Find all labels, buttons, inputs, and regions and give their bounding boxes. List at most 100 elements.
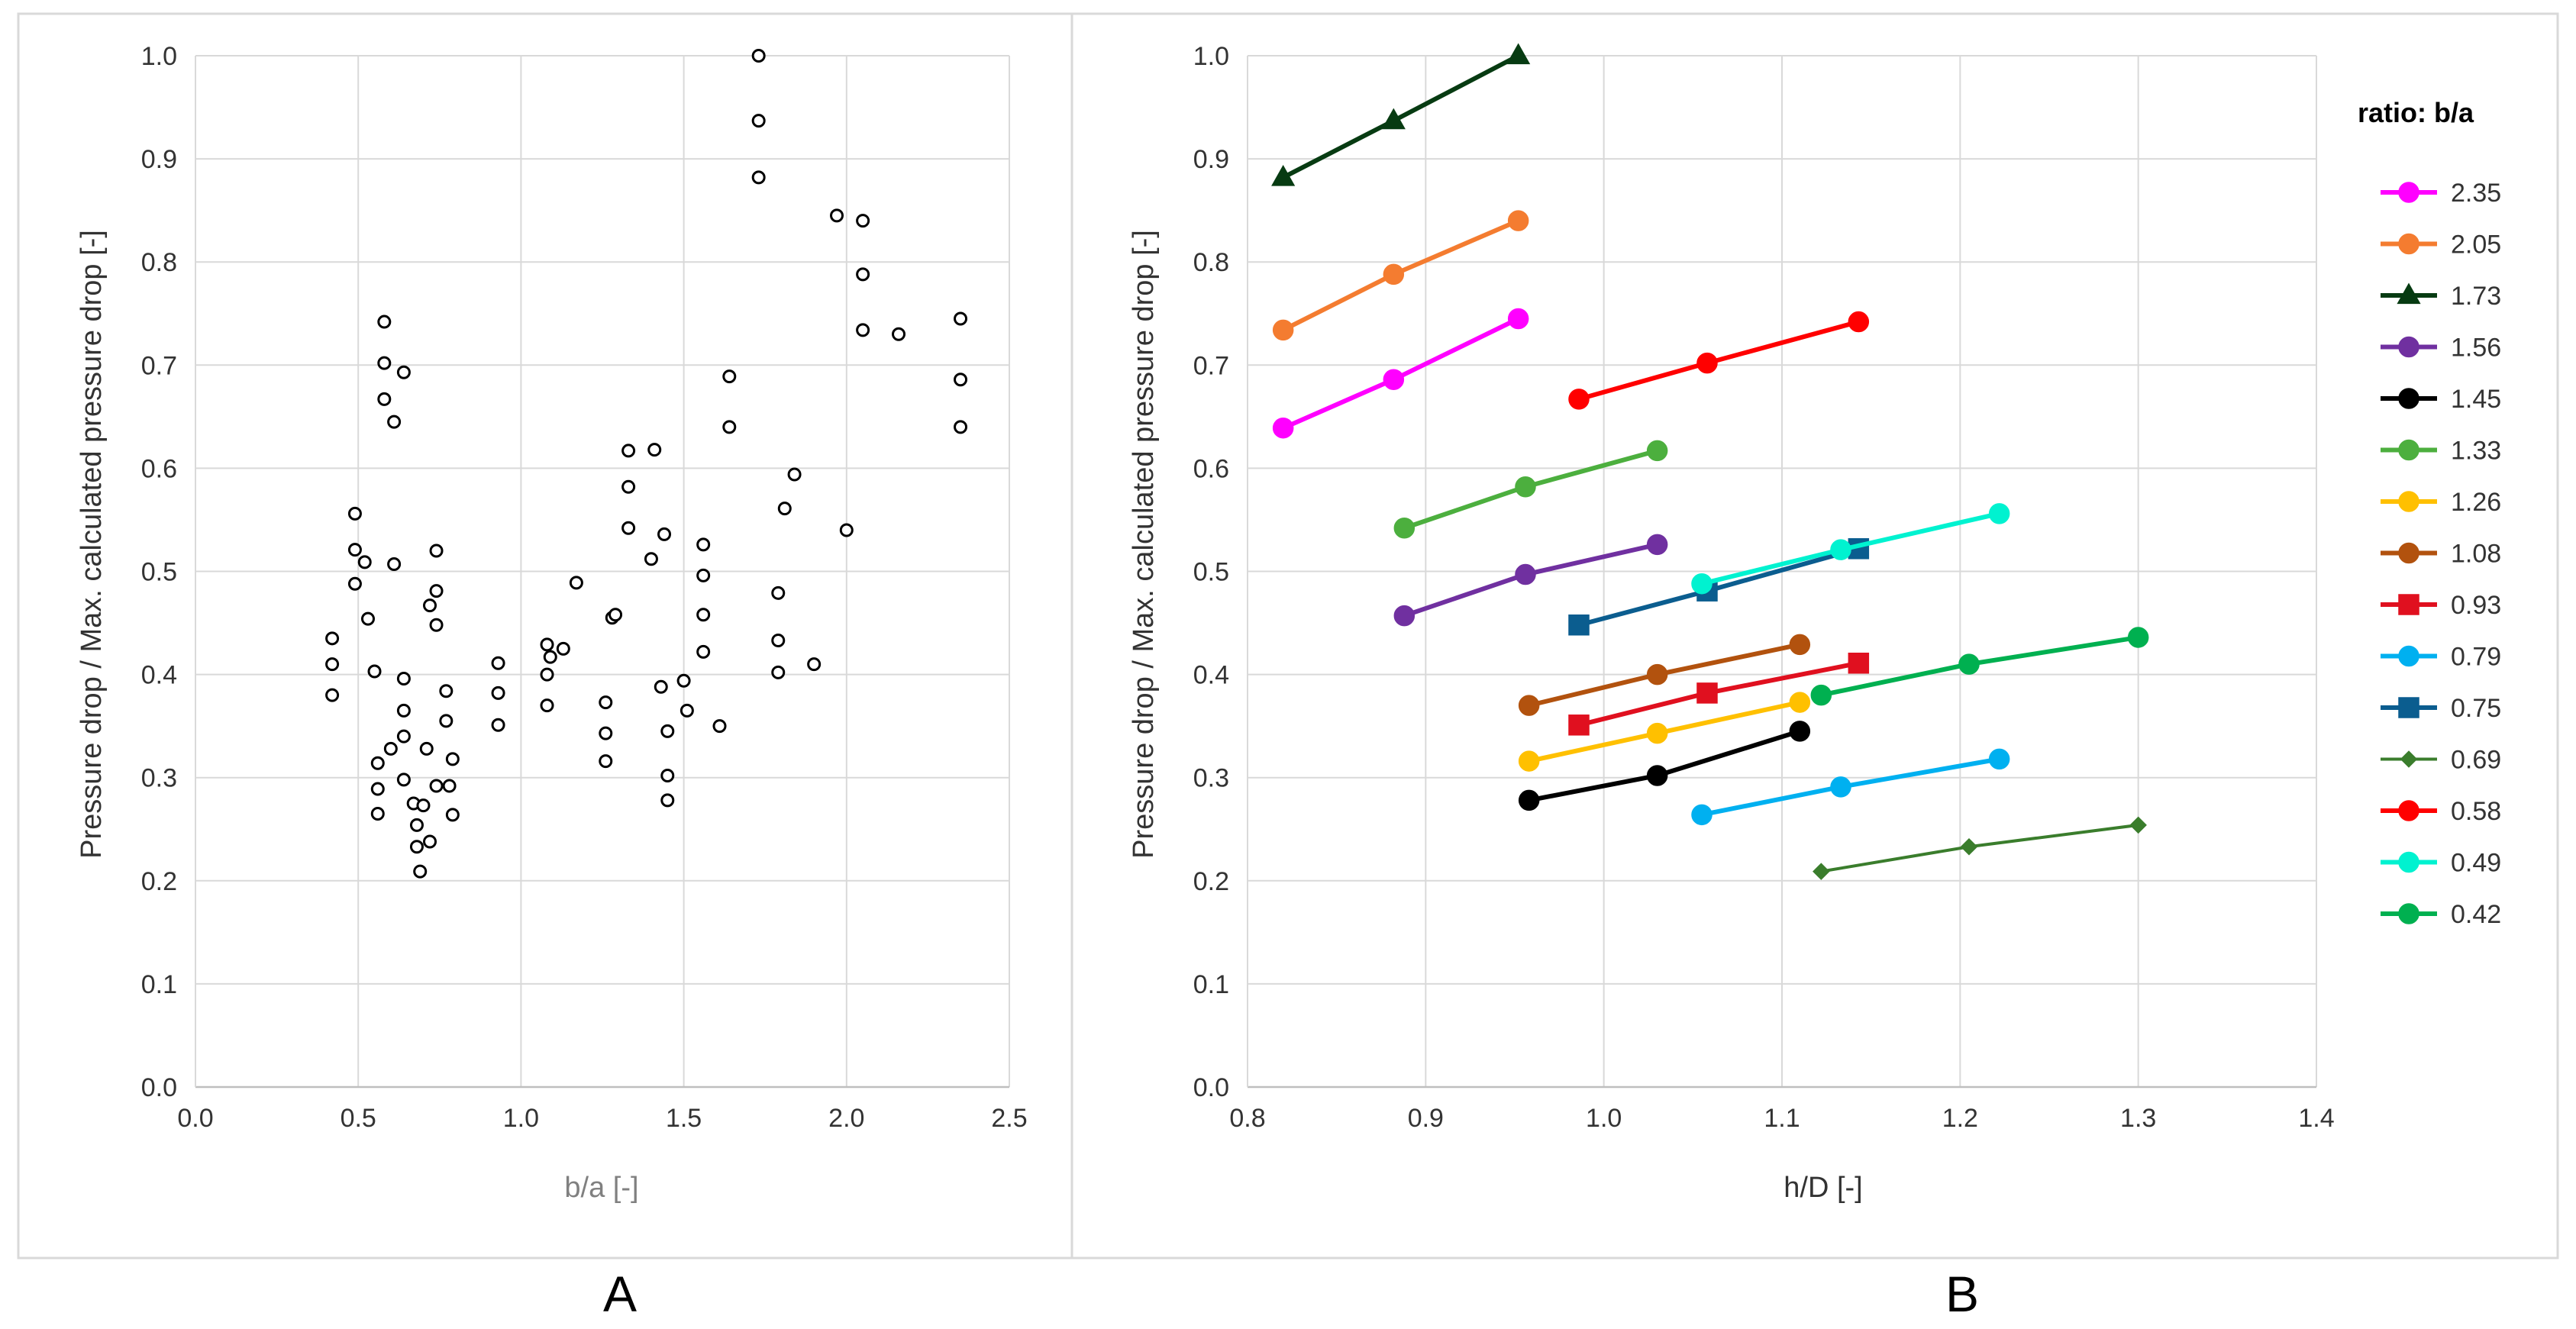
chart-b-legend-title: ratio: b/a: [2358, 97, 2474, 128]
chart-a-data-point: [599, 754, 613, 769]
chart-b-series-0.93: [1568, 652, 1870, 736]
chart-b-data-point: [1515, 476, 1536, 498]
chart-b-data-point: [1789, 721, 1811, 742]
chart-a-data-point: [367, 664, 382, 679]
chart-a-data-point: [569, 576, 583, 590]
chart-b-data-point: [1960, 837, 1978, 856]
chart-a-data-point: [439, 684, 454, 698]
chart-b-y-tick-label: 0.0: [1193, 1073, 1229, 1102]
chart-b-series-0.69: [1813, 816, 2147, 880]
chart-a-data-point: [654, 679, 668, 694]
legend-item: 0.69: [2381, 746, 2501, 775]
chart-a-data-point: [621, 479, 636, 494]
chart-b-data-point: [1272, 417, 1294, 439]
chart-b-y-tick-label: 0.9: [1193, 145, 1229, 174]
chart-b-data-point: [1696, 352, 1718, 374]
chart-a-data-point: [787, 467, 802, 482]
chart-a-data-point: [892, 327, 906, 341]
chart-b-x-tick-label: 1.4: [2298, 1104, 2334, 1133]
legend-item: 0.58: [2381, 797, 2501, 826]
chart-a-data-point: [676, 673, 691, 688]
chart-a-tick-labels: 0.0 0.1 0.2 0.3 0.4 0.5 0.6 0.7 0.8 0.9 1.0 0.0 0.5 1…: [141, 42, 1028, 1133]
chart-a-data-point: [429, 544, 444, 558]
legend-item: 2.35: [2381, 179, 2501, 208]
chart-a-data-point: [325, 631, 340, 646]
chart-b-data-point: [2127, 627, 2149, 648]
chart-b-x-tick-label: 1.0: [1586, 1104, 1622, 1133]
chart-b-series: [1271, 43, 2149, 880]
legend-swatch-marker: [2398, 903, 2419, 924]
chart-a-data-point: [442, 779, 457, 793]
legend-swatch-marker: [2398, 182, 2419, 203]
chart-b-series-1.56: [1393, 534, 1668, 627]
chart-b-data-point: [1691, 573, 1712, 595]
chart-b-series-1.08: [1518, 634, 1811, 716]
chart-b-series-line: [1821, 823, 2139, 873]
legend-label: 0.58: [2451, 797, 2501, 826]
chart-a-data-point: [830, 208, 844, 223]
chart-a-data-point: [370, 806, 385, 821]
chart-b-data-point: [1518, 750, 1540, 772]
legend-item: 0.75: [2381, 694, 2501, 723]
legend-item: 1.26: [2381, 488, 2501, 517]
chart-b-data-point: [1789, 634, 1811, 656]
chart-b-data-point: [1646, 663, 1668, 685]
legend-swatch-marker: [2398, 800, 2419, 821]
chart-b-x-tick-label: 1.3: [2120, 1104, 2156, 1133]
legend-swatch-marker: [2398, 388, 2419, 409]
legend-label: 0.93: [2451, 591, 2501, 620]
chart-a-data-point: [751, 114, 766, 128]
chart-a-data-point: [712, 719, 727, 734]
chart-b-data-point: [1506, 43, 1531, 65]
chart-a-y-tick-label: 0.3: [141, 764, 177, 793]
legend-swatch-marker: [2398, 233, 2419, 255]
chart-a-x-tick-label: 0.0: [177, 1104, 213, 1133]
legend-label: 0.79: [2451, 643, 2501, 672]
chart-a-data-point: [396, 729, 411, 744]
chart-a-y-tick-label: 0.9: [141, 145, 177, 174]
legend-label: 1.26: [2451, 488, 2501, 517]
chart-a-data-point: [357, 555, 372, 569]
chart-b-data-point: [1691, 804, 1712, 826]
legend-swatch-marker: [2397, 282, 2421, 305]
chart-b-series-line: [1528, 729, 1801, 803]
chart-a-data-point: [954, 420, 968, 434]
legend-swatch-marker: [2398, 645, 2419, 667]
chart-b-x-axis-label: h/D [-]: [1784, 1172, 1862, 1204]
chart-b-data-point: [1813, 863, 1830, 880]
chart-b-y-tick-label: 0.8: [1193, 248, 1229, 277]
chart-b-data-point: [1515, 563, 1536, 585]
chart-b-data-point: [1830, 539, 1851, 560]
chart-a-data-point: [771, 634, 786, 648]
chart-b-y-axis-label: Pressure drop / Max. calculated pressure…: [1128, 230, 1160, 859]
chart-b-y-tick-label: 0.5: [1193, 558, 1229, 587]
chart-a-data-point: [423, 598, 437, 613]
chart-a-data-point: [660, 793, 675, 808]
chart-b-data-point: [1568, 389, 1590, 410]
legend-label: 2.05: [2451, 231, 2501, 260]
chart-b-data-point: [2129, 816, 2147, 834]
chart-a-data-point: [954, 373, 968, 387]
legend-label: 1.45: [2451, 385, 2501, 414]
legend-swatch-marker: [2398, 542, 2419, 564]
chart-b-data-point: [1518, 695, 1540, 716]
legend-label: 2.35: [2451, 179, 2501, 208]
chart-b-data-point: [1646, 534, 1668, 556]
chart-b-series-1.45: [1518, 721, 1811, 811]
chart-b-y-tick-label: 0.7: [1193, 351, 1229, 380]
chart-a-data-point: [807, 657, 822, 672]
chart-a-data-point: [540, 637, 554, 652]
chart-a-y-tick-label: 0.2: [141, 867, 177, 896]
chart-b-data-point: [1848, 652, 1870, 674]
chart-b-data-point: [1568, 714, 1590, 736]
chart-a-gridlines: [195, 55, 1010, 1089]
chart-b-data-point: [1381, 108, 1406, 130]
chart-b-series-line: [1578, 319, 1860, 402]
chart-b-series-line: [1578, 546, 1860, 627]
chart-a-data-point: [491, 656, 505, 670]
chart-b-data-point: [1646, 440, 1668, 462]
chart-a-data-point: [396, 365, 411, 379]
chart-a-data-point: [856, 267, 870, 282]
chart-a-data-point: [839, 523, 854, 537]
